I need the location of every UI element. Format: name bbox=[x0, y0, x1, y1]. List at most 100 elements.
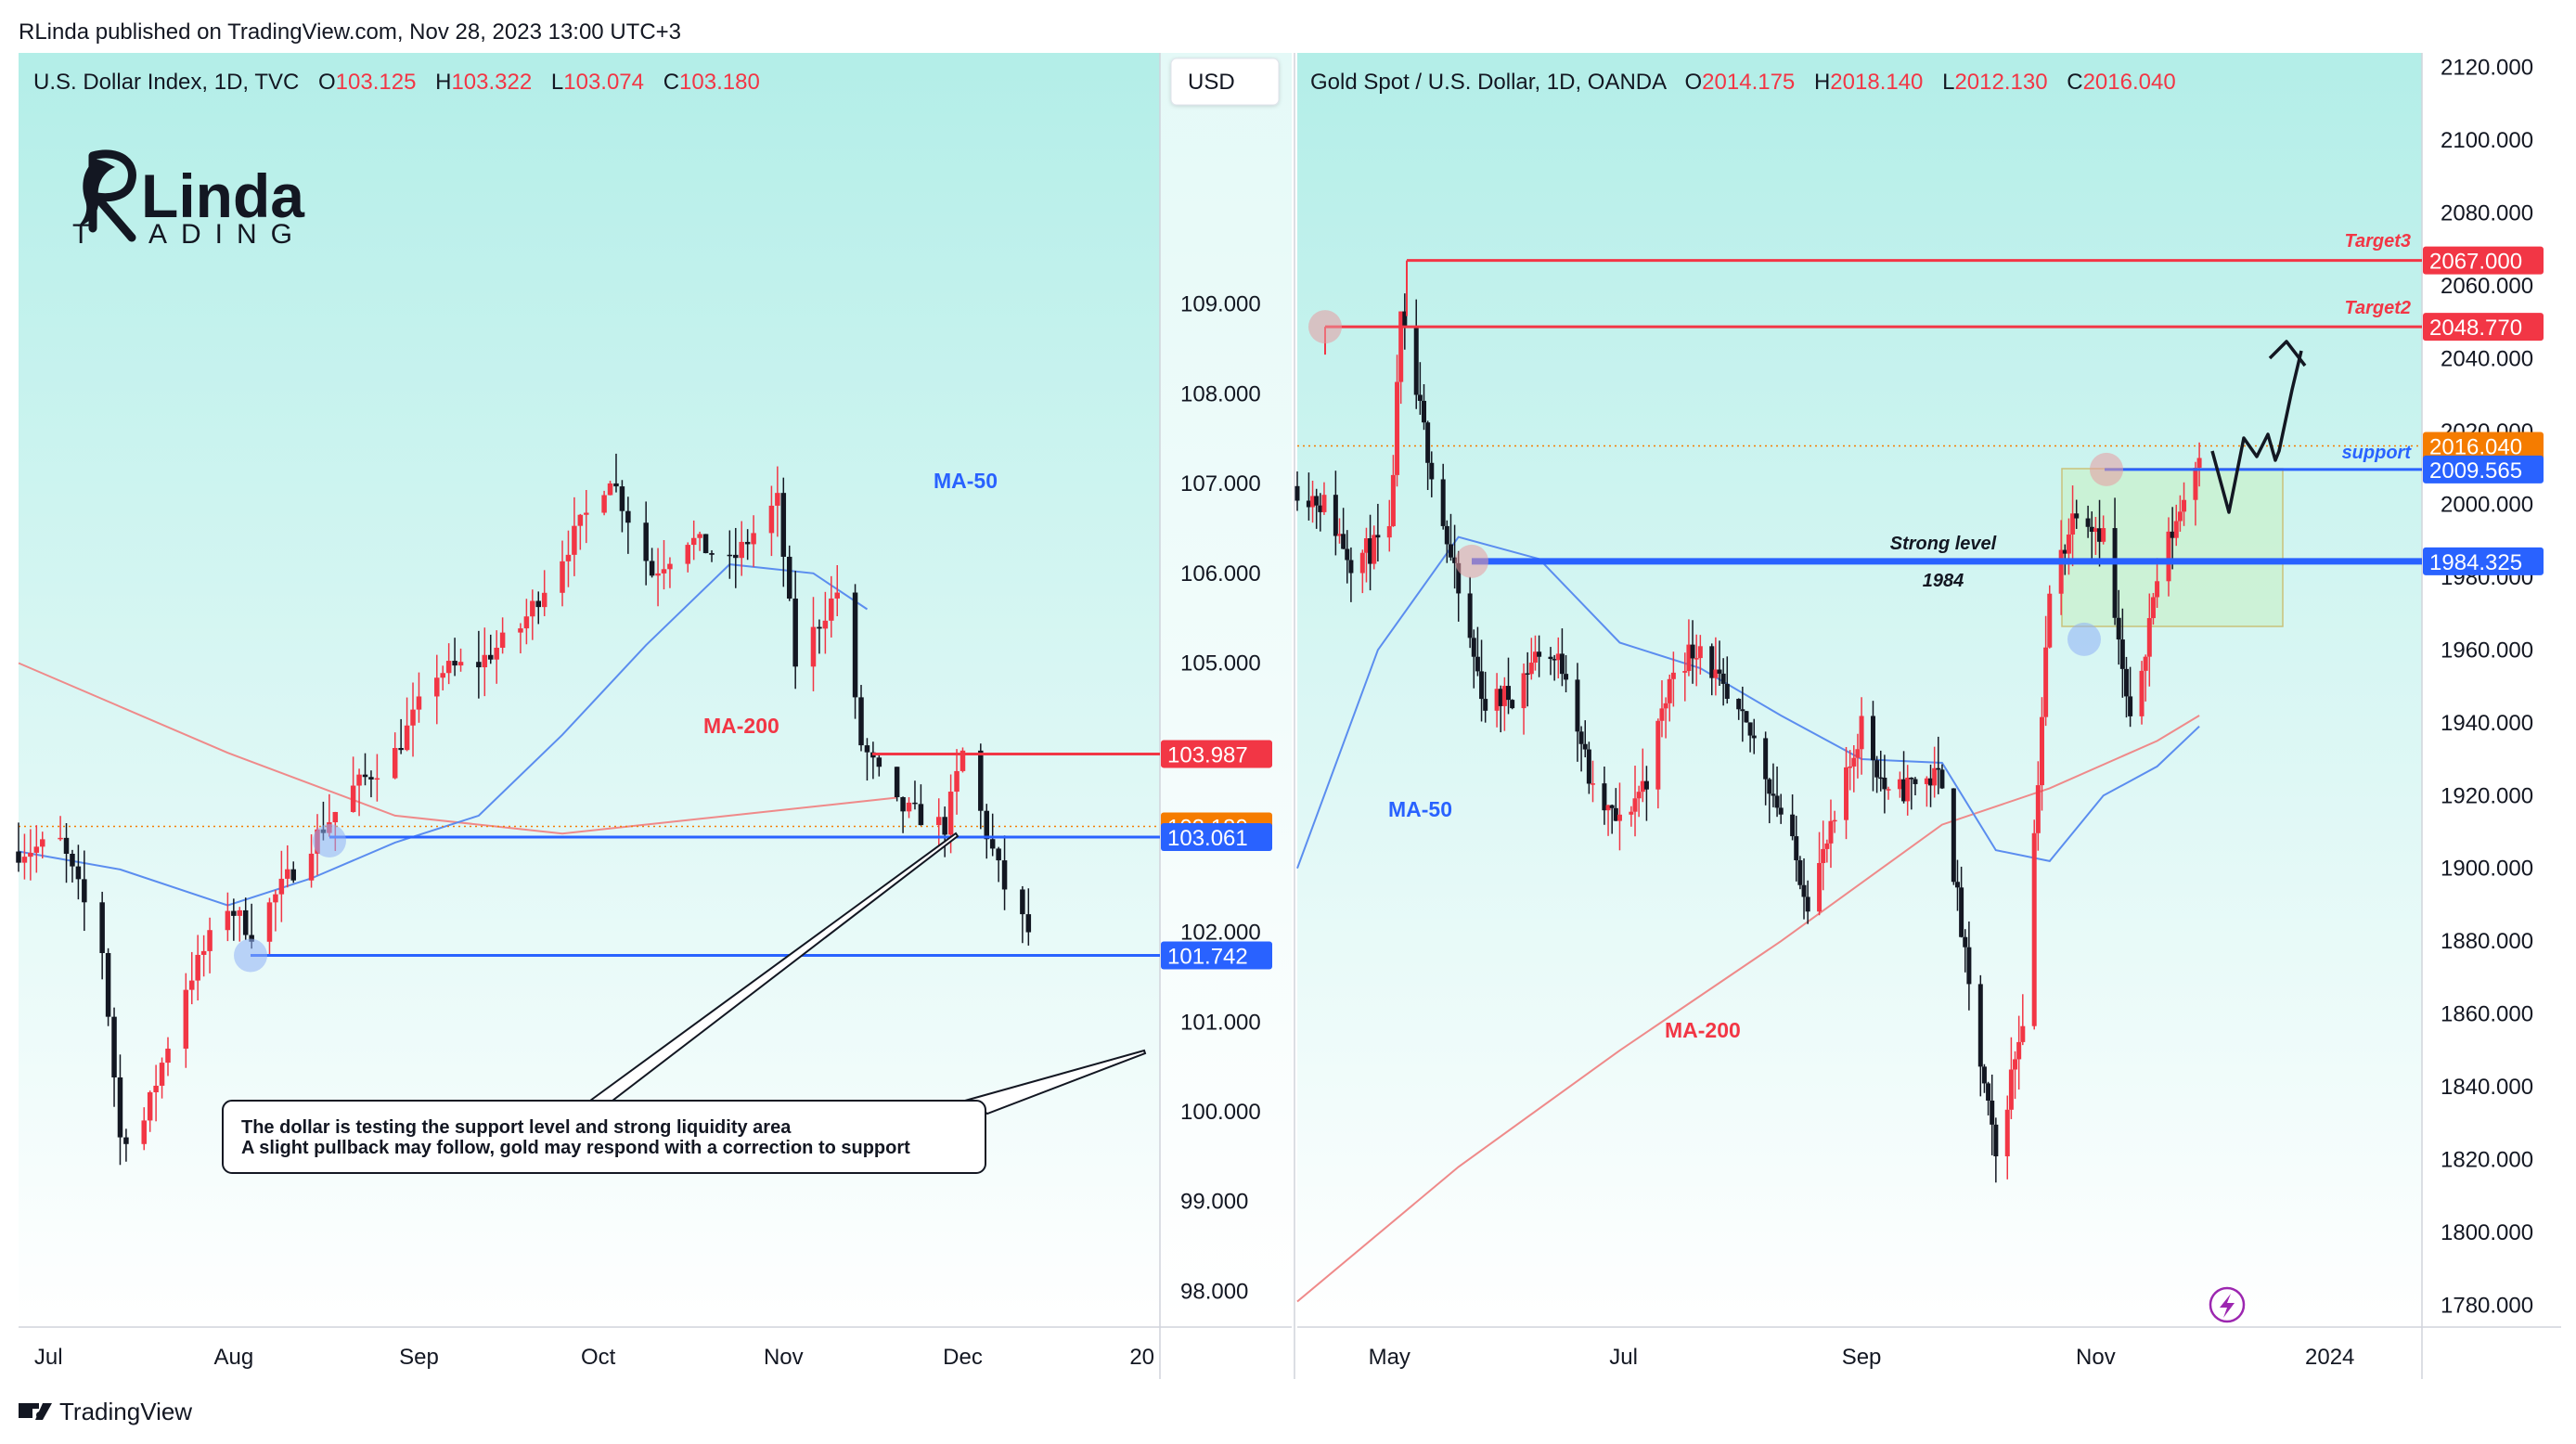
tag-target3 bbox=[2423, 246, 2544, 275]
candle bbox=[1924, 776, 1929, 807]
candle bbox=[996, 846, 1001, 883]
candle bbox=[117, 1054, 123, 1166]
candle bbox=[1763, 731, 1769, 806]
candle bbox=[2074, 499, 2080, 529]
candle bbox=[308, 834, 315, 888]
tradingview-text: TradingView bbox=[59, 1398, 192, 1425]
candle bbox=[1636, 785, 1642, 818]
candle bbox=[1986, 1081, 1991, 1115]
candle bbox=[1981, 1064, 1987, 1093]
currency-label: USD bbox=[1188, 70, 1235, 95]
candle bbox=[1686, 619, 1692, 677]
candle bbox=[1709, 643, 1715, 696]
support-touch-marker bbox=[313, 823, 346, 857]
candle bbox=[189, 951, 195, 1005]
candle bbox=[2143, 654, 2148, 702]
candle bbox=[906, 797, 912, 819]
candle bbox=[1425, 420, 1431, 490]
y-tick-label: 2120.000 bbox=[2441, 56, 2533, 81]
candle bbox=[1294, 471, 1300, 511]
tag-support-1-text: 103.061 bbox=[1167, 826, 1248, 851]
candle bbox=[2031, 819, 2037, 1030]
tag-strong bbox=[2423, 547, 2544, 575]
ma-50-line bbox=[18, 563, 869, 907]
candle bbox=[434, 654, 440, 725]
left-symbol: U.S. Dollar Index, 1D, TVC bbox=[33, 70, 299, 95]
candle bbox=[1578, 726, 1584, 772]
candle bbox=[457, 648, 464, 672]
x-tick-label: Dec bbox=[943, 1345, 983, 1370]
right-low: 2012.130 bbox=[1954, 70, 2047, 95]
candle bbox=[1321, 482, 1327, 515]
target3-label: Target3 bbox=[2344, 231, 2411, 251]
tag-resistance-text: 103.987 bbox=[1167, 742, 1248, 767]
tag-target3-text: 2067.000 bbox=[2429, 250, 2522, 275]
ma-50-line bbox=[1296, 535, 2200, 870]
candle bbox=[858, 685, 864, 752]
annotation-line-1: The dollar is testing the support level … bbox=[241, 1117, 792, 1138]
candle bbox=[374, 754, 380, 802]
tag-support-2 bbox=[1161, 941, 1272, 970]
candle bbox=[16, 822, 21, 872]
candle bbox=[1913, 777, 1918, 796]
candle bbox=[1616, 782, 1622, 851]
candle bbox=[954, 749, 960, 815]
candle bbox=[362, 753, 368, 786]
candle bbox=[242, 897, 249, 940]
candle bbox=[572, 496, 577, 576]
candle bbox=[1605, 805, 1611, 836]
left-close: 103.180 bbox=[679, 70, 760, 95]
right-ma50-label: MA-50 bbox=[1388, 797, 1452, 821]
strong-level-marker bbox=[1455, 544, 1488, 578]
candle bbox=[452, 638, 457, 677]
candle bbox=[1591, 760, 1596, 803]
candle bbox=[2066, 518, 2071, 575]
candle bbox=[1659, 680, 1665, 738]
candle bbox=[1001, 835, 1008, 910]
y-tick-label: 2060.000 bbox=[2441, 274, 2533, 299]
candle bbox=[1643, 766, 1649, 821]
left-open: 103.125 bbox=[336, 70, 417, 95]
candle bbox=[1402, 293, 1408, 350]
candle bbox=[984, 804, 989, 859]
candle bbox=[1990, 1074, 1995, 1155]
y-tick-label: 1860.000 bbox=[2441, 1002, 2533, 1027]
lightning-icon[interactable] bbox=[2209, 1286, 2246, 1323]
currency-button[interactable]: USD bbox=[1170, 58, 1280, 106]
tag-resistance bbox=[1161, 740, 1272, 768]
ma-200-line bbox=[1296, 715, 2200, 1303]
candle bbox=[1878, 750, 1884, 792]
right-chart-pane[interactable]: 1780.000 1800.000 1820.000 1840.000 1860.000… bbox=[1294, 53, 2561, 1379]
candle bbox=[1348, 547, 1354, 602]
candle bbox=[1025, 888, 1032, 946]
candle bbox=[21, 833, 28, 880]
candle bbox=[1832, 810, 1837, 833]
candle bbox=[2020, 994, 2026, 1046]
tradingview-brand[interactable]: TradingView bbox=[19, 1398, 192, 1425]
candle bbox=[1528, 638, 1534, 680]
candle bbox=[744, 529, 751, 561]
candle bbox=[577, 513, 584, 550]
tag-target2-text: 2048.770 bbox=[2429, 316, 2522, 341]
candle bbox=[1448, 513, 1453, 561]
right-close: 2016.040 bbox=[2083, 70, 2176, 95]
candle bbox=[1870, 701, 1875, 792]
y-tick-label: 99.000 bbox=[1180, 1190, 1248, 1215]
candle bbox=[1368, 514, 1373, 591]
candle bbox=[1498, 685, 1503, 733]
y-tick-label: 107.000 bbox=[1180, 471, 1261, 496]
candle bbox=[99, 891, 105, 980]
x-tick-label: Oct bbox=[581, 1345, 616, 1370]
annotation-callout[interactable]: The dollar is testing the support level … bbox=[222, 1100, 986, 1174]
candle bbox=[1951, 788, 1956, 885]
candle bbox=[1501, 677, 1507, 731]
candle bbox=[278, 850, 285, 922]
candle bbox=[1475, 626, 1480, 677]
candle bbox=[1629, 806, 1634, 827]
candle bbox=[1494, 673, 1500, 728]
candle bbox=[1936, 736, 1941, 794]
left-chart-pane[interactable]: 98.00099.000100.000101.000102.000103.000… bbox=[16, 53, 1292, 1379]
candle bbox=[768, 485, 775, 557]
candle bbox=[1874, 755, 1880, 793]
candle bbox=[1359, 549, 1365, 594]
